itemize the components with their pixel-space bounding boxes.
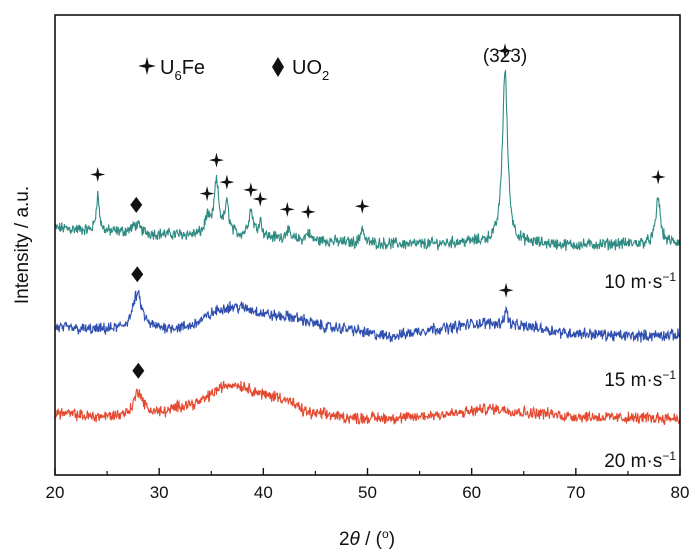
legend-u6fe-tail: Fe bbox=[182, 57, 205, 79]
x-axis-label-theta: θ bbox=[350, 529, 361, 550]
uo2-diamond-icon bbox=[131, 266, 144, 283]
x-axis-label: 2θ / (o) bbox=[339, 527, 395, 550]
legend: U6Fe UO2 bbox=[138, 57, 329, 83]
u6fe-star-icon bbox=[199, 186, 215, 202]
x-tick-label: 50 bbox=[358, 483, 377, 502]
x-tick-label: 20 bbox=[46, 483, 65, 502]
u6fe-star-icon bbox=[354, 198, 370, 214]
sample-label-15-unit: m·s bbox=[625, 370, 662, 391]
x-axis-label-degree: o bbox=[382, 527, 389, 541]
peak-annotation-323: (323) bbox=[483, 46, 527, 67]
x-tick-label: 80 bbox=[671, 483, 690, 502]
x-tick-label: 60 bbox=[462, 483, 481, 502]
sample-label-20-value: 20 bbox=[604, 451, 625, 472]
x-axis-label-prefix: 2 bbox=[339, 529, 350, 550]
x-axis-label-close: ) bbox=[389, 529, 395, 550]
u6fe-star-icon bbox=[300, 204, 316, 220]
u6fe-star-icon bbox=[498, 282, 514, 298]
legend-entry-uo2: UO2 bbox=[292, 57, 329, 83]
legend-entry-u6fe: U6Fe bbox=[160, 57, 205, 83]
legend-u6fe-base: U bbox=[160, 57, 174, 79]
sample-label-10-value: 10 bbox=[604, 272, 625, 293]
sample-label-10-exp: −1 bbox=[662, 270, 676, 284]
legend-diamond-icon bbox=[272, 57, 284, 77]
y-axis-label: Intensity / a.u. bbox=[12, 186, 33, 304]
u6fe-star-icon bbox=[497, 43, 513, 59]
sample-label-10: 10 m·s−1 bbox=[604, 270, 676, 293]
legend-uo2-base: UO bbox=[292, 57, 322, 79]
sample-label-20: 20 m·s−1 bbox=[604, 449, 676, 472]
u6fe-star-icon bbox=[252, 191, 268, 207]
x-tick-label: 40 bbox=[254, 483, 273, 502]
legend-u6fe-sub: 6 bbox=[174, 68, 181, 83]
x-tick-label: 70 bbox=[566, 483, 585, 502]
legend-uo2-sub: 2 bbox=[322, 68, 329, 83]
sample-label-15-exp: −1 bbox=[662, 368, 676, 382]
uo2-diamond-icon bbox=[132, 362, 145, 379]
u6fe-star-icon bbox=[219, 174, 235, 190]
u6fe-star-icon bbox=[650, 169, 666, 185]
sample-label-15-value: 15 bbox=[604, 370, 625, 391]
u6fe-star-icon bbox=[279, 201, 295, 217]
sample-label-20-exp: −1 bbox=[662, 449, 676, 463]
marker-layer bbox=[90, 43, 666, 379]
series-line-20 bbox=[54, 380, 681, 425]
x-tick-label: 30 bbox=[150, 483, 169, 502]
x-axis-label-suffix: / ( bbox=[360, 529, 383, 550]
series-line-10 bbox=[54, 69, 681, 251]
u6fe-star-icon bbox=[90, 167, 106, 182]
legend-star-icon bbox=[138, 57, 156, 75]
sample-label-10-unit: m·s bbox=[625, 272, 662, 293]
u6fe-star-icon bbox=[243, 182, 259, 198]
tick-layer: 20 30 40 50 60 70 80 bbox=[46, 468, 690, 502]
sample-label-15: 15 m·s−1 bbox=[604, 368, 676, 391]
uo2-diamond-icon bbox=[130, 196, 143, 213]
sample-label-20-unit: m·s bbox=[625, 451, 662, 472]
u6fe-star-icon bbox=[208, 152, 224, 168]
series-line-15 bbox=[54, 290, 681, 343]
series-layer bbox=[54, 69, 681, 425]
